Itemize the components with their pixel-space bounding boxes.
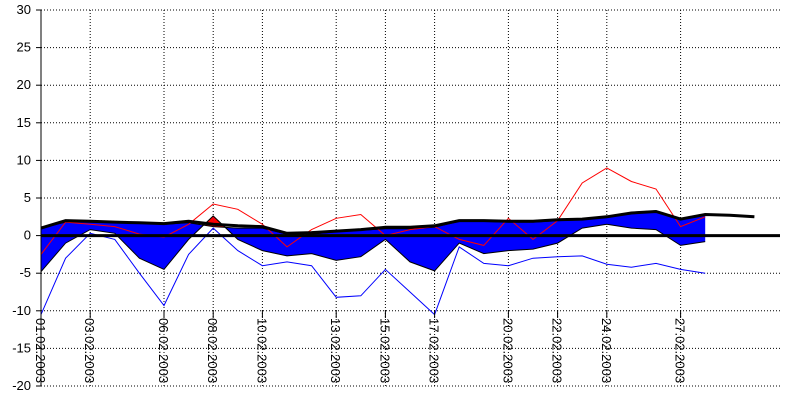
grid <box>40 9 780 387</box>
x-tick-label: 27.02.2003 <box>673 318 688 383</box>
x-tick-label: 01.02.2003 <box>33 318 48 383</box>
y-tick-label: 0 <box>24 228 31 243</box>
x-tick-label: 10.02.2003 <box>254 318 269 383</box>
x-tick-label: 13.02.2003 <box>328 318 343 383</box>
y-tick-label: -5 <box>19 265 31 280</box>
x-tick-label: 22.02.2003 <box>550 318 565 383</box>
y-tick-label: 5 <box>24 190 31 205</box>
y-tick-label: -20 <box>12 378 31 393</box>
series-line-min <box>40 227 706 316</box>
y-tick-label: 20 <box>17 77 31 92</box>
band-lower-edge <box>40 215 706 273</box>
x-tick-label: 03.02.2003 <box>82 318 97 383</box>
series-line-mean <box>40 209 755 235</box>
y-tick-label: 25 <box>17 40 31 55</box>
band-fill <box>41 210 706 272</box>
x-tick-label: 08.02.2003 <box>205 318 220 383</box>
x-axis-ticks: 01.02.2003 03.02.2003 06.02.2003 08.02.2003… <box>33 310 688 383</box>
x-tick-label: 20.02.2003 <box>500 318 515 383</box>
x-tick-label: 15.02.2003 <box>377 318 392 383</box>
y-tick-label: -10 <box>12 303 31 318</box>
band-area <box>40 210 706 273</box>
y-tick-label: 30 <box>17 2 31 17</box>
y-axis-ticks: 30 25 20 15 10 5 0 -5 -10 -15 -20 <box>12 2 41 393</box>
x-tick-label: 17.02.2003 <box>427 318 442 383</box>
y-tick-label: -15 <box>12 340 31 355</box>
y-tick-label: 15 <box>17 115 31 130</box>
y-tick-label: 10 <box>17 152 31 167</box>
x-tick-label: 24.02.2003 <box>599 318 614 383</box>
x-tick-label: 06.02.2003 <box>156 318 171 383</box>
